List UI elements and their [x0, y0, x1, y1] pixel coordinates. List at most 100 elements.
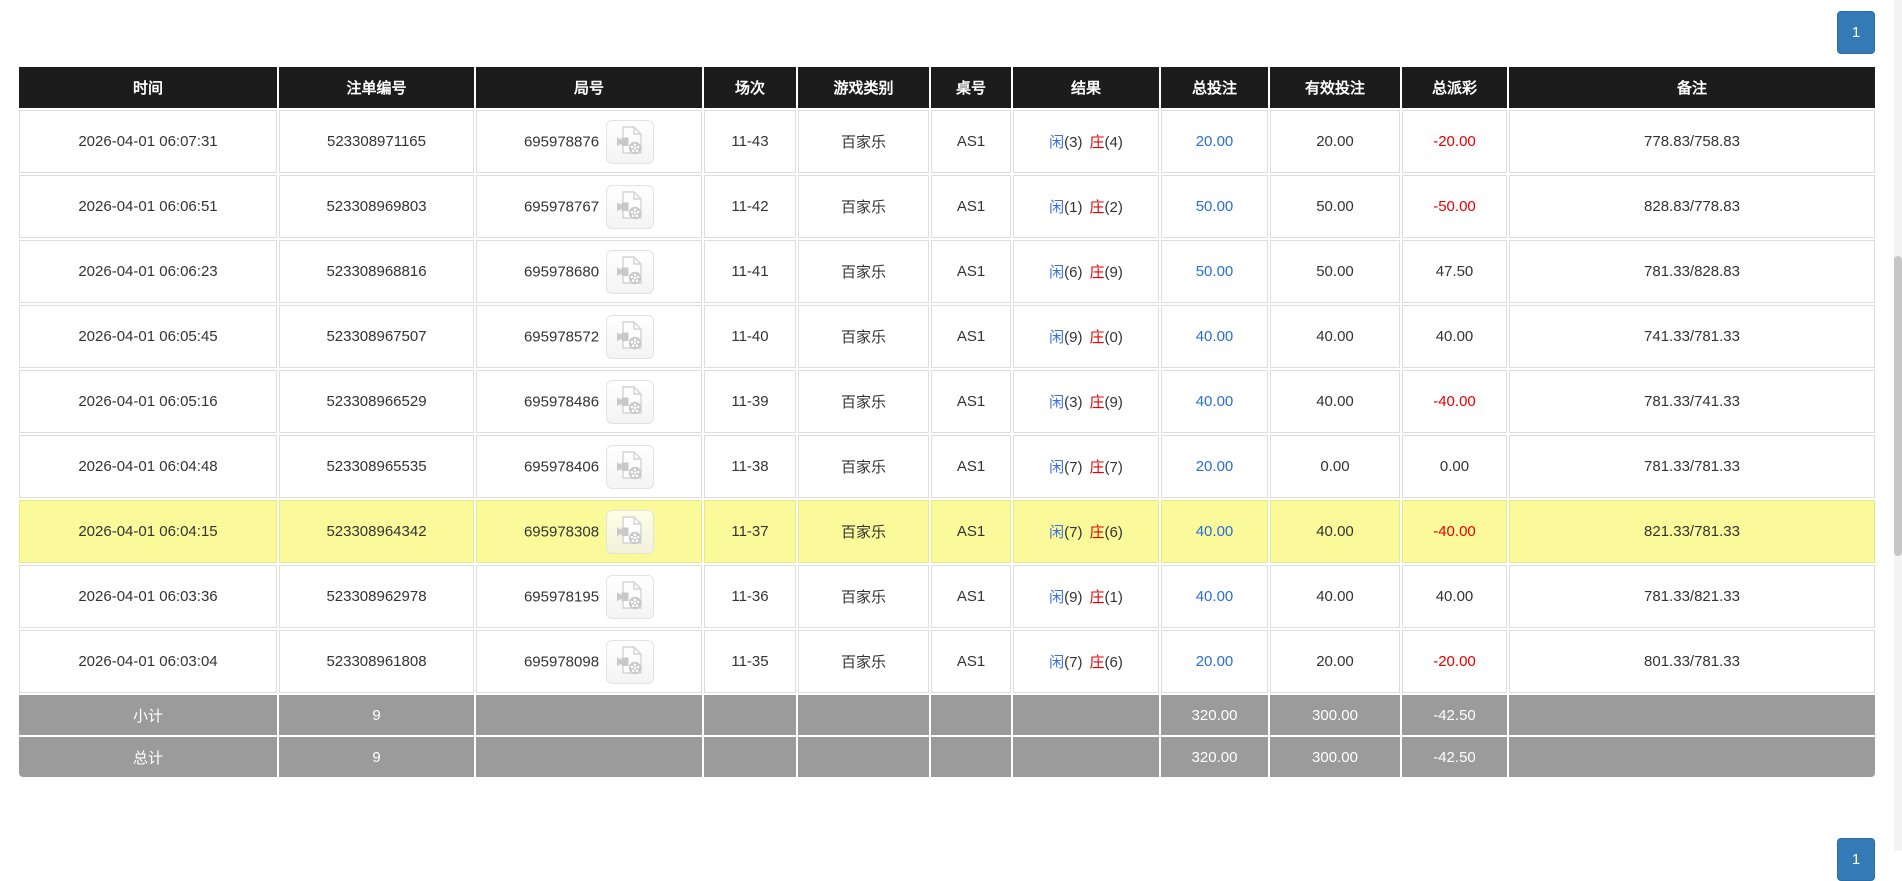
header-remark: 备注	[1509, 67, 1875, 108]
cell-payout: -20.00	[1402, 630, 1507, 693]
cell-session: 11-42	[704, 175, 796, 238]
cell-payout: 40.00	[1402, 565, 1507, 628]
cell-total-bet-link[interactable]: 40.00	[1161, 305, 1268, 368]
cell-bet-id: 523308966529	[279, 370, 474, 433]
cell-result: 闲(9) 庄(1)	[1013, 565, 1159, 628]
cell-bet-id: 523308964342	[279, 500, 474, 563]
cell-table-no: AS1	[931, 110, 1011, 173]
player-result-value: (7)	[1064, 459, 1083, 476]
cell-remark: 781.33/741.33	[1509, 370, 1875, 433]
pagination-top: 1	[1837, 11, 1875, 54]
cell-round-id: 695978680	[476, 240, 702, 303]
video-replay-button[interactable]	[606, 509, 655, 554]
cell-total-bet-link[interactable]: 20.00	[1161, 110, 1268, 173]
header-valid-bet: 有效投注	[1270, 67, 1400, 108]
video-replay-button[interactable]	[606, 184, 655, 229]
cell-game-type: 百家乐	[798, 435, 929, 498]
round-id-text: 695978572	[523, 328, 600, 345]
cell-total-bet-link[interactable]: 50.00	[1161, 240, 1268, 303]
player-result-value: (9)	[1064, 329, 1083, 346]
cell-valid-bet: 50.00	[1270, 240, 1400, 303]
cell-remark: 778.83/758.83	[1509, 110, 1875, 173]
cell-game-type: 百家乐	[798, 110, 929, 173]
grandtotal-count: 9	[279, 737, 474, 777]
video-file-icon	[615, 254, 645, 289]
banker-result-label: 庄	[1089, 199, 1105, 216]
table-row: 2026-04-01 06:06:23 523308968816 6959786…	[19, 240, 1875, 303]
cell-table-no: AS1	[931, 565, 1011, 628]
cell-total-bet-link[interactable]: 20.00	[1161, 630, 1268, 693]
player-result-label: 闲	[1049, 589, 1065, 606]
video-replay-button[interactable]	[606, 574, 655, 619]
grandtotal-label: 总计	[19, 737, 277, 777]
video-file-icon	[615, 124, 645, 159]
cell-time: 2026-04-01 06:05:16	[19, 370, 277, 433]
cell-session: 11-39	[704, 370, 796, 433]
video-replay-button[interactable]	[606, 444, 655, 489]
cell-round-id: 695978767	[476, 175, 702, 238]
cell-table-no: AS1	[931, 175, 1011, 238]
player-result-label: 闲	[1049, 134, 1065, 151]
grandtotal-row: 总计 9 320.00 300.00 -42.50	[19, 737, 1875, 777]
cell-time: 2026-04-01 06:03:36	[19, 565, 277, 628]
cell-valid-bet: 20.00	[1270, 630, 1400, 693]
banker-result-value: (9)	[1104, 394, 1123, 411]
video-replay-button[interactable]	[606, 249, 655, 294]
cell-bet-id: 523308962978	[279, 565, 474, 628]
page-scrollbar-track[interactable]	[1894, 0, 1902, 851]
cell-round-id: 695978876	[476, 110, 702, 173]
page-1-button-top[interactable]: 1	[1837, 11, 1875, 54]
banker-result-label: 庄	[1089, 459, 1105, 476]
round-id-text: 695978098	[523, 653, 600, 670]
cell-remark: 781.33/821.33	[1509, 565, 1875, 628]
page-1-button-bottom[interactable]: 1	[1837, 838, 1875, 881]
table-row: 2026-04-01 06:07:31 523308971165 6959788…	[19, 110, 1875, 173]
table-row: 2026-04-01 06:05:16 523308966529 6959784…	[19, 370, 1875, 433]
cell-result: 闲(7) 庄(6)	[1013, 630, 1159, 693]
cell-time: 2026-04-01 06:03:04	[19, 630, 277, 693]
player-result-value: (7)	[1064, 654, 1083, 671]
cell-remark: 801.33/781.33	[1509, 630, 1875, 693]
subtotal-row: 小计 9 320.00 300.00 -42.50	[19, 695, 1875, 735]
table-row: 2026-04-01 06:03:36 523308962978 6959781…	[19, 565, 1875, 628]
cell-session: 11-37	[704, 500, 796, 563]
cell-table-no: AS1	[931, 240, 1011, 303]
banker-result-value: (1)	[1104, 589, 1123, 606]
subtotal-count: 9	[279, 695, 474, 735]
cell-total-bet-link[interactable]: 40.00	[1161, 565, 1268, 628]
table-row: 2026-04-01 06:04:15 523308964342 6959783…	[19, 500, 1875, 563]
banker-result-value: (9)	[1104, 264, 1123, 281]
player-result-value: (9)	[1064, 589, 1083, 606]
grandtotal-total-bet: 320.00	[1161, 737, 1268, 777]
cell-total-bet-link[interactable]: 50.00	[1161, 175, 1268, 238]
player-result-value: (1)	[1064, 199, 1083, 216]
cell-time: 2026-04-01 06:04:15	[19, 500, 277, 563]
cell-result: 闲(3) 庄(9)	[1013, 370, 1159, 433]
cell-table-no: AS1	[931, 370, 1011, 433]
cell-total-bet-link[interactable]: 40.00	[1161, 370, 1268, 433]
cell-payout: 47.50	[1402, 240, 1507, 303]
cell-time: 2026-04-01 06:07:31	[19, 110, 277, 173]
video-replay-button[interactable]	[606, 639, 655, 684]
cell-table-no: AS1	[931, 500, 1011, 563]
cell-round-id: 695978098	[476, 630, 702, 693]
header-result: 结果	[1013, 67, 1159, 108]
banker-result-label: 庄	[1089, 329, 1105, 346]
player-result-label: 闲	[1049, 524, 1065, 541]
cell-time: 2026-04-01 06:06:51	[19, 175, 277, 238]
cell-payout: -40.00	[1402, 500, 1507, 563]
cell-round-id: 695978572	[476, 305, 702, 368]
cell-payout: 40.00	[1402, 305, 1507, 368]
cell-game-type: 百家乐	[798, 305, 929, 368]
video-replay-button[interactable]	[606, 379, 655, 424]
video-replay-button[interactable]	[606, 314, 655, 359]
cell-total-bet-link[interactable]: 20.00	[1161, 435, 1268, 498]
banker-result-label: 庄	[1089, 524, 1105, 541]
page-scrollbar-thumb[interactable]	[1894, 256, 1902, 556]
video-replay-button[interactable]	[606, 119, 655, 164]
cell-game-type: 百家乐	[798, 630, 929, 693]
cell-valid-bet: 40.00	[1270, 500, 1400, 563]
banker-result-label: 庄	[1089, 589, 1105, 606]
header-payout: 总派彩	[1402, 67, 1507, 108]
cell-total-bet-link[interactable]: 40.00	[1161, 500, 1268, 563]
